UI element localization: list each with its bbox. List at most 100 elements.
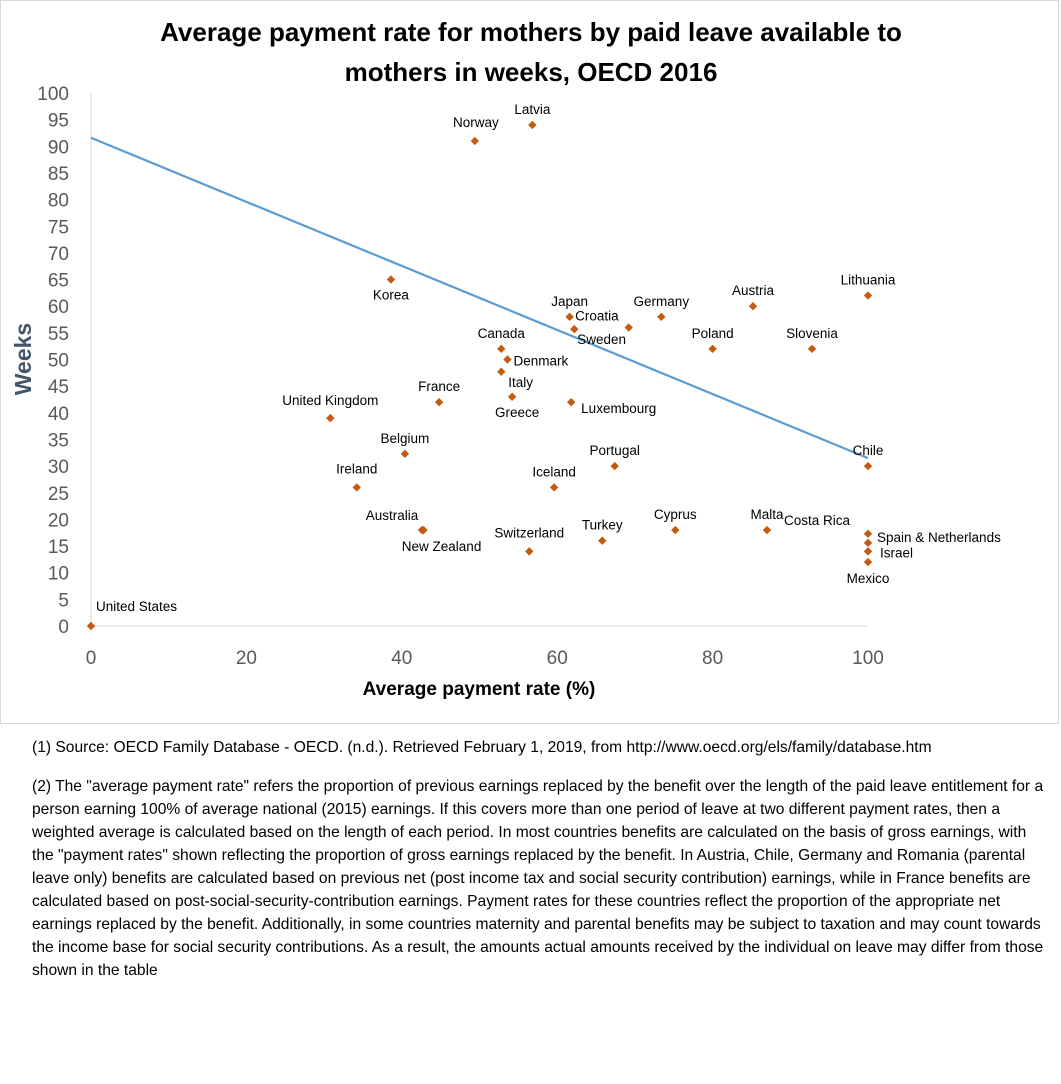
data-point-marker bbox=[610, 461, 619, 471]
data-point-marker bbox=[863, 529, 873, 538]
data-point-marker bbox=[503, 355, 512, 364]
data-point-label: New Zealand bbox=[402, 539, 482, 554]
data-point-marker bbox=[507, 392, 517, 402]
data-point-label: Ireland bbox=[336, 461, 377, 476]
chart-title-line-1: Average payment rate for mothers by paid… bbox=[160, 17, 902, 47]
data-point-label: Chile bbox=[853, 443, 884, 458]
data-point-marker bbox=[748, 302, 758, 311]
data-point-label: Israel bbox=[880, 545, 913, 560]
data-point-marker bbox=[525, 547, 534, 556]
data-point-marker bbox=[863, 547, 873, 556]
data-point-marker bbox=[657, 312, 666, 322]
y-tick-label: 15 bbox=[48, 537, 69, 558]
data-point-label: Greece bbox=[495, 405, 539, 420]
data-point-label: Mexico bbox=[847, 571, 890, 586]
y-tick-label: 10 bbox=[48, 564, 69, 585]
footnotes: (1) Source: OECD Family Database - OECD.… bbox=[32, 736, 1044, 998]
data-point-label: Malta bbox=[750, 507, 784, 522]
data-point-label: Sweden bbox=[577, 332, 626, 347]
data-point-label: Denmark bbox=[513, 354, 568, 369]
y-tick-label: 25 bbox=[48, 484, 69, 505]
data-point-labels: United States Norway Latvia Korea Japan Germa… bbox=[96, 102, 1001, 614]
data-point-marker bbox=[549, 483, 559, 492]
data-point-marker bbox=[434, 397, 444, 407]
data-point-marker bbox=[598, 536, 607, 545]
x-tick-label: 20 bbox=[236, 648, 257, 669]
data-point-label: Australia bbox=[366, 508, 419, 523]
data-point-marker bbox=[528, 120, 537, 130]
data-point-label: Latvia bbox=[514, 102, 551, 117]
data-point-label: Croatia bbox=[575, 309, 619, 324]
x-tick-label: 0 bbox=[86, 648, 97, 669]
x-tick-label: 80 bbox=[702, 648, 723, 669]
data-point-marker bbox=[863, 538, 873, 548]
data-point-label: Cyprus bbox=[654, 507, 697, 522]
x-tick-label: 40 bbox=[391, 648, 412, 669]
chart-frame: Average payment rate for mothers by paid… bbox=[0, 0, 1059, 724]
y-tick-label: 65 bbox=[48, 271, 69, 292]
y-tick-label: 55 bbox=[48, 324, 69, 345]
data-point-marker bbox=[419, 525, 428, 535]
data-point-marker bbox=[708, 344, 717, 354]
y-tick-label: 45 bbox=[48, 377, 69, 398]
y-tick-label: 20 bbox=[48, 510, 69, 531]
y-tick-label: 80 bbox=[48, 191, 69, 212]
data-point-label: United States bbox=[96, 599, 177, 614]
definition-note: (2) The "average payment rate" refers th… bbox=[32, 778, 1044, 979]
data-point-label: Poland bbox=[692, 326, 734, 341]
data-point-marker bbox=[565, 312, 574, 322]
data-point-marker bbox=[762, 525, 772, 535]
data-point-label: Korea bbox=[373, 288, 410, 303]
data-point-label: Norway bbox=[453, 115, 499, 130]
data-point-label: Italy bbox=[508, 375, 533, 390]
y-tick-label: 0 bbox=[58, 617, 69, 638]
data-point-marker bbox=[863, 461, 873, 471]
y-tick-label: 75 bbox=[48, 217, 69, 238]
source-note: (1) Source: OECD Family Database - OECD.… bbox=[32, 739, 932, 756]
data-point-marker bbox=[470, 136, 480, 146]
x-axis-title: Average payment rate (%) bbox=[363, 679, 596, 700]
data-point-label: Switzerland bbox=[494, 525, 564, 540]
trendline bbox=[90, 136, 869, 460]
data-point-marker bbox=[570, 324, 579, 334]
data-point-label: Lithuania bbox=[841, 273, 896, 288]
scatter-chart: Average payment rate for mothers by paid… bbox=[10, 17, 1001, 700]
data-point-label: Austria bbox=[732, 283, 775, 298]
data-point-label: Costa Rica bbox=[784, 513, 851, 528]
data-point-label: Portugal bbox=[590, 443, 640, 458]
data-point-marker bbox=[863, 557, 873, 567]
data-point-marker bbox=[386, 275, 396, 284]
x-tick-label: 60 bbox=[547, 648, 568, 669]
y-tick-label: 90 bbox=[48, 137, 69, 158]
y-tick-label: 30 bbox=[48, 457, 69, 478]
data-point-marker bbox=[86, 621, 96, 631]
data-point-marker bbox=[400, 449, 410, 459]
data-point-marker bbox=[326, 413, 335, 423]
data-point-marker bbox=[807, 344, 817, 354]
y-tick-label: 60 bbox=[48, 297, 69, 318]
data-point-label: Spain & Netherlands bbox=[877, 530, 1001, 545]
y-tick-labels: 0 5 10 15 20 25 30 35 40 45 50 55 60 65 70 75 80 85 90 95 10… bbox=[37, 84, 69, 638]
y-tick-label: 70 bbox=[48, 244, 69, 265]
x-tick-label: 100 bbox=[852, 648, 884, 669]
data-point-marker bbox=[497, 367, 506, 376]
y-tick-label: 35 bbox=[48, 430, 69, 451]
data-point-marker bbox=[352, 483, 361, 492]
data-point-label: Belgium bbox=[381, 431, 430, 446]
data-point-marker bbox=[863, 291, 873, 300]
data-point-marker bbox=[497, 344, 506, 354]
data-point-label: Canada bbox=[478, 326, 526, 341]
y-tick-label: 5 bbox=[58, 590, 69, 611]
y-tick-label: 95 bbox=[48, 111, 69, 132]
y-tick-label: 100 bbox=[37, 84, 69, 105]
y-tick-label: 50 bbox=[48, 351, 69, 372]
data-point-label: Turkey bbox=[582, 518, 623, 533]
data-point-label: Germany bbox=[634, 294, 690, 309]
data-point-label: Iceland bbox=[532, 464, 576, 479]
data-point-marker bbox=[671, 525, 680, 535]
y-tick-label: 40 bbox=[48, 404, 69, 425]
data-point-label: United Kingdom bbox=[282, 393, 378, 408]
data-points bbox=[86, 120, 873, 631]
y-tick-label: 85 bbox=[48, 164, 69, 185]
data-point-label: Luxembourg bbox=[581, 401, 656, 416]
